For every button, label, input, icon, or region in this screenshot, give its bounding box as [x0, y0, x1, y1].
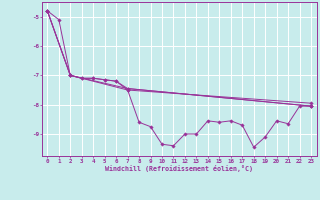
X-axis label: Windchill (Refroidissement éolien,°C): Windchill (Refroidissement éolien,°C) — [105, 165, 253, 172]
